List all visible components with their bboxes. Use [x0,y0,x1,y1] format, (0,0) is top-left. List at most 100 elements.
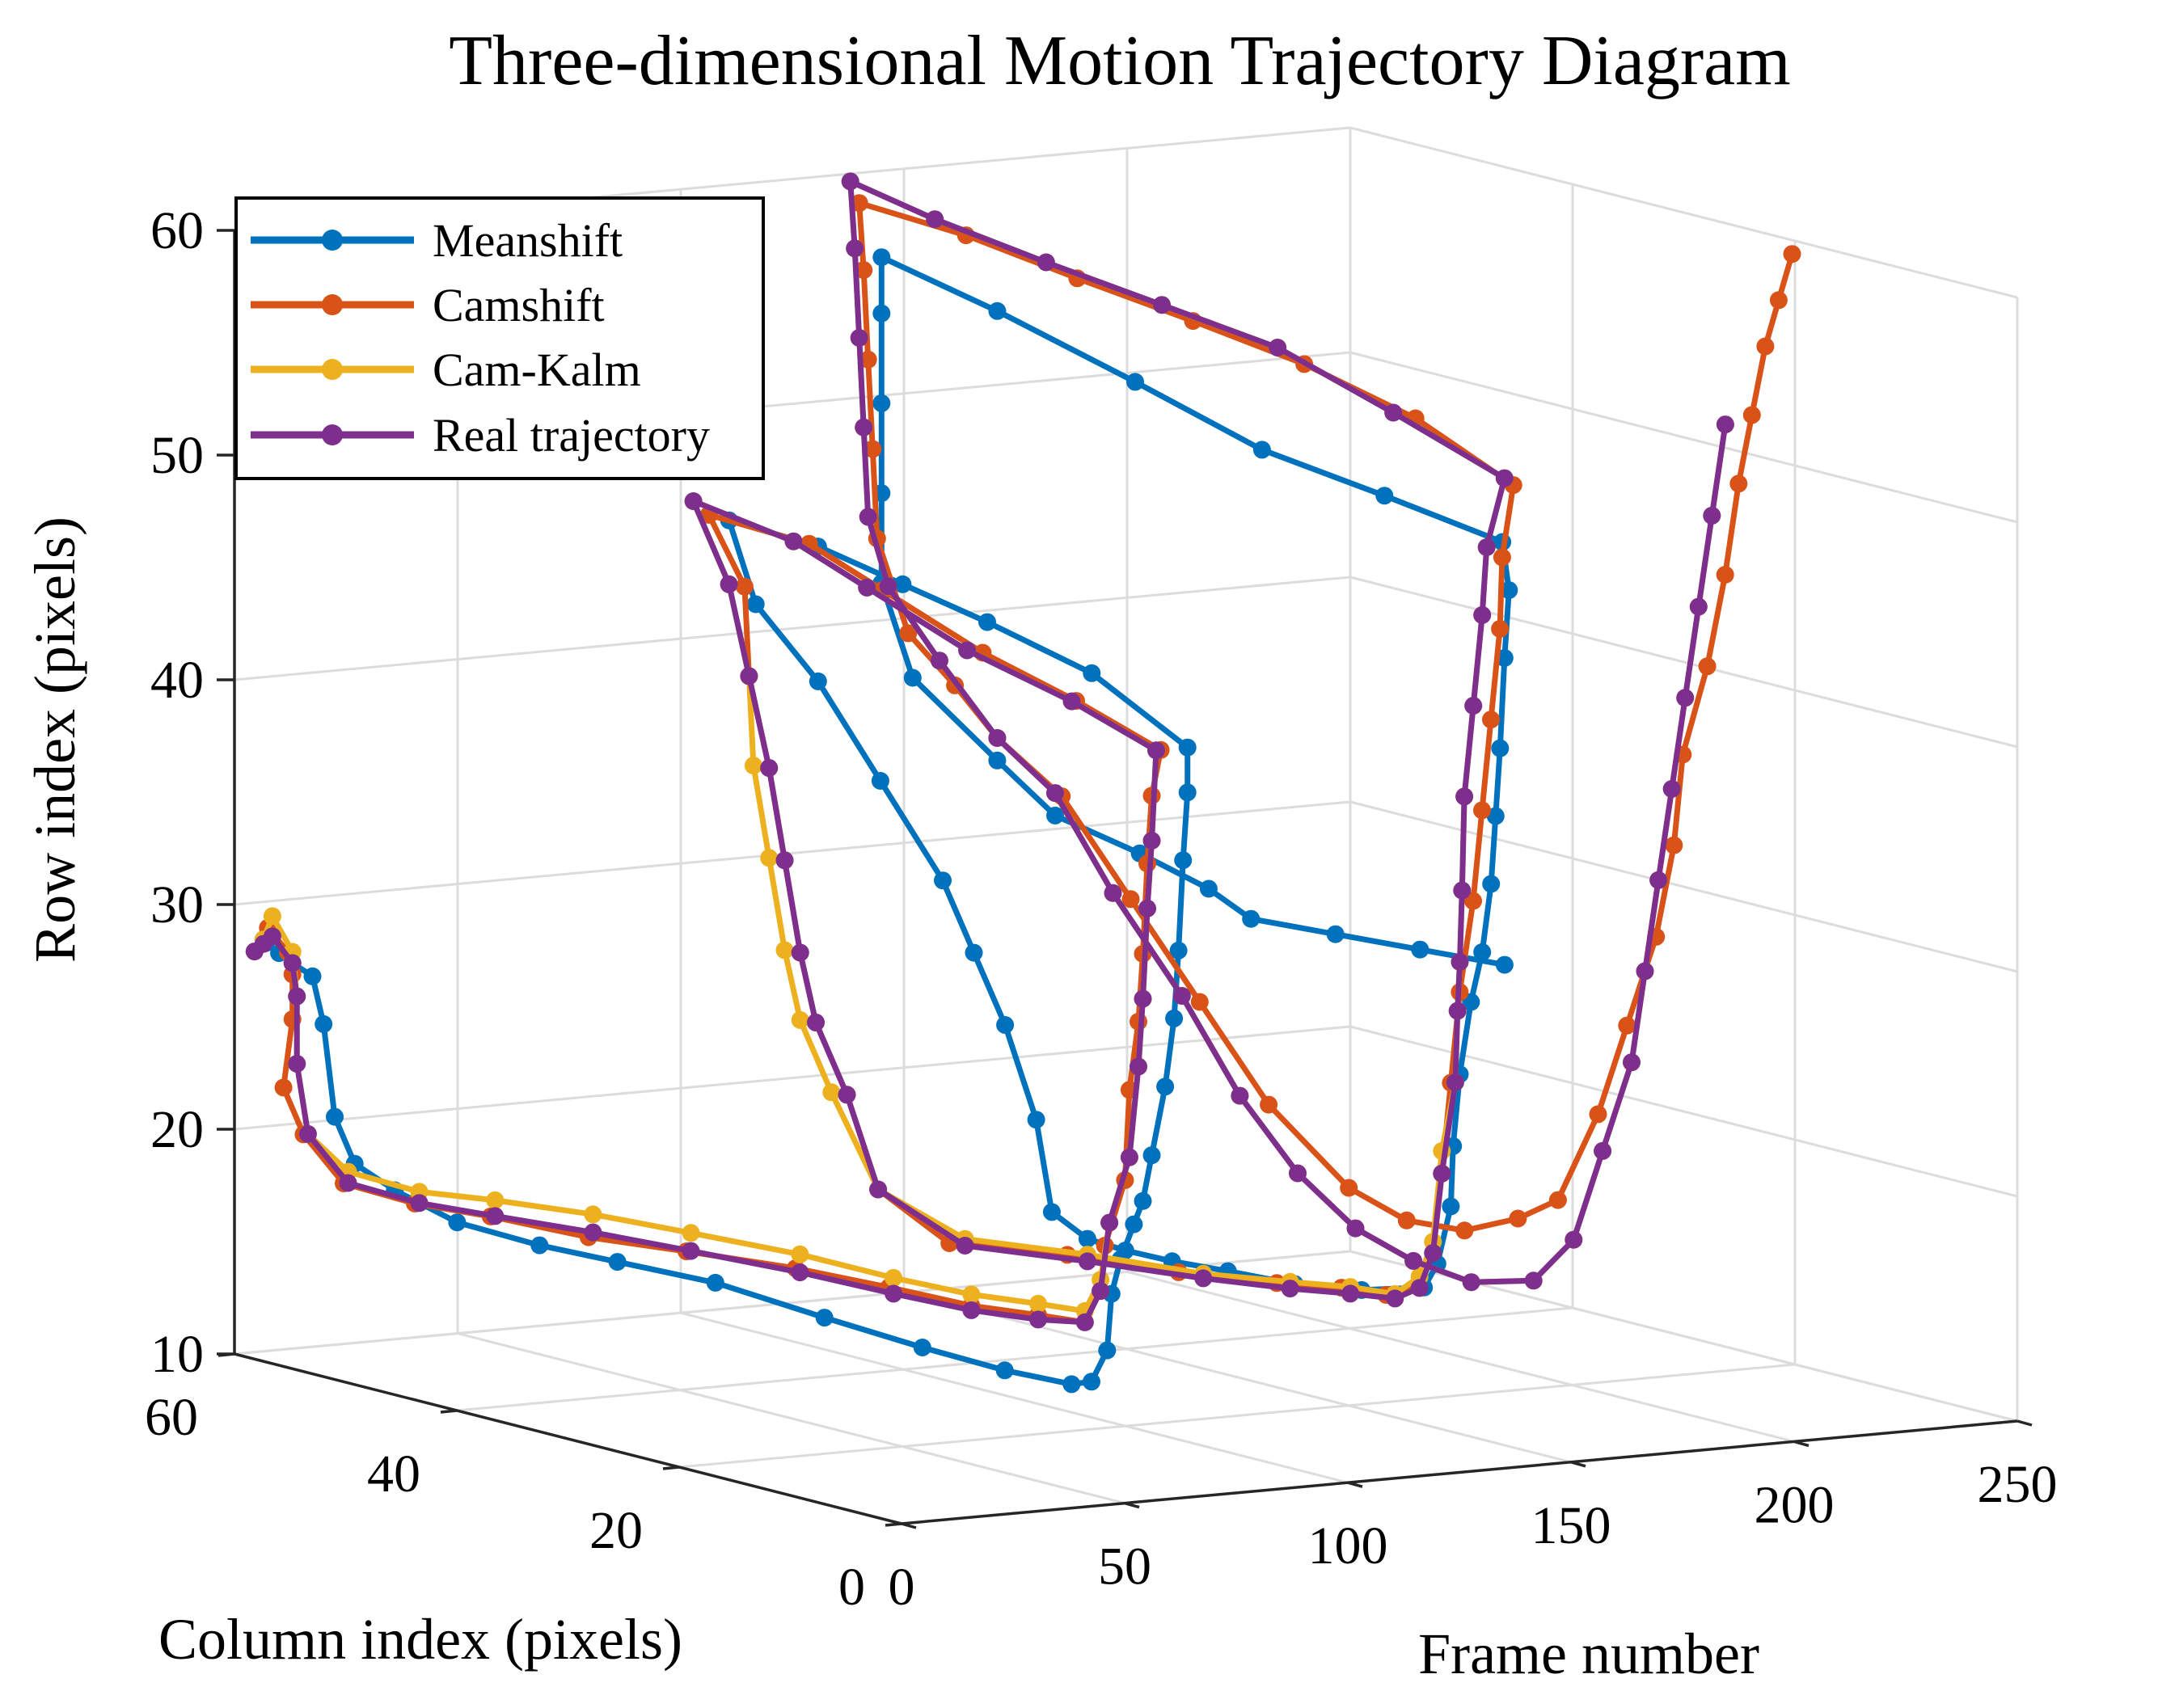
data-point-real-trajectory [1153,296,1171,314]
data-point-camshift [1491,620,1510,638]
data-point-meanshift [1375,487,1394,505]
data-point-real-trajectory [1462,1273,1480,1292]
data-point-real-trajectory [1172,987,1191,1005]
data-point-real-trajectory [775,851,794,870]
data-point-real-trajectory [1676,689,1695,707]
data-point-meanshift [746,595,765,614]
data-point-meanshift [903,668,922,687]
data-point-camshift [864,440,882,458]
data-point-real-trajectory [1269,339,1287,356]
z-tick-label: 50 [150,426,204,485]
data-point-meanshift [1027,1111,1045,1129]
data-point-meanshift [1486,807,1505,825]
data-point-real-trajectory [1703,506,1721,525]
data-point-real-trajectory [962,1301,981,1319]
data-point-meanshift [706,1273,724,1292]
grid-line-floor-y [456,1306,1573,1412]
data-point-camshift [1698,657,1717,676]
data-point-cam-kalm [822,1083,841,1102]
y-axis-line [234,1352,902,1525]
data-point-camshift [1716,566,1734,584]
data-point-real-trajectory [784,532,803,550]
data-point-real-trajectory [1404,1251,1423,1270]
legend-marker-meanshift [322,230,343,251]
y-axis-label: Column index (pixels) [158,1607,682,1672]
data-point-cam-kalm [682,1224,700,1242]
legend-marker-real-trajectory [322,424,343,445]
data-point-real-trajectory [838,1086,856,1104]
data-point-real-trajectory [410,1194,429,1212]
data-point-meanshift [1199,879,1218,898]
y-tick-mark [662,1466,680,1470]
x-tick-label: 250 [1978,1455,2058,1514]
z-tick-label: 60 [150,201,204,260]
x-tick-mark [1793,1440,1809,1448]
y-tick-label: 40 [367,1444,420,1503]
data-point-meanshift [995,1361,1014,1380]
x-tick-mark [2016,1419,2033,1427]
data-point-real-trajectory [879,577,897,596]
grid-line-floor-x [457,1332,1125,1505]
data-point-real-trajectory [926,210,944,229]
data-point-real-trajectory [1384,403,1403,422]
chart-title: Three-dimensional Motion Trajectory Diag… [449,22,1790,100]
data-point-camshift [1121,890,1140,909]
data-point-meanshift [1252,441,1271,459]
z-tick-label: 10 [150,1325,204,1384]
grid-line-floor-x [680,1311,1349,1484]
legend-entry-real-trajectory: Real trajectory [251,409,710,462]
data-point-real-trajectory [486,1207,505,1225]
x-tick-label: 200 [1755,1475,1835,1534]
x-tick-mark [1570,1461,1586,1468]
data-point-camshift [1618,1016,1636,1035]
data-point-camshift [1756,337,1775,356]
data-point-camshift [1464,892,1482,910]
data-point-meanshift [1326,925,1345,943]
data-point-meanshift [988,302,1007,320]
data-point-meanshift [530,1236,549,1255]
data-point-camshift [1769,291,1788,310]
x-tick-mark [1347,1481,1363,1488]
data-point-meanshift [978,613,996,631]
data-point-real-trajectory [283,954,302,972]
data-point-cam-kalm [744,757,762,775]
data-point-meanshift [1142,1146,1161,1165]
x-tick-label: 0 [889,1558,915,1617]
data-point-meanshift [1495,955,1514,974]
data-point-camshift [1455,1221,1474,1240]
data-point-meanshift [809,672,827,690]
data-point-real-trajectory [869,1180,888,1199]
x-tick-label: 100 [1308,1516,1388,1575]
y-tick-label: 20 [589,1501,643,1560]
data-point-meanshift [1098,1341,1117,1360]
data-point-meanshift [303,967,322,985]
legend-label-cam-kalm: Cam-Kalm [433,344,641,396]
data-point-camshift [1589,1105,1607,1124]
data-point-meanshift [965,943,983,962]
data-point-real-trajectory [855,418,873,436]
data-point-meanshift [1491,739,1510,757]
y-tick-label: 0 [838,1558,865,1617]
grid-line-floor-y [678,1363,1796,1469]
data-point-real-trajectory [791,1263,809,1282]
y-tick-label: 60 [145,1388,198,1447]
legend-label-camshift: Camshift [433,279,605,331]
data-point-real-trajectory [1464,697,1483,715]
grid-line-side-z [1349,576,2018,749]
data-point-meanshift [872,248,891,267]
data-point-real-trajectory [1130,1057,1147,1076]
data-point-real-trajectory [1231,1086,1249,1105]
data-point-real-trajectory [791,943,809,962]
data-point-real-trajectory [859,508,877,526]
legend-entry-camshift: Camshift [251,279,605,331]
data-point-camshift [1260,1095,1278,1114]
data-point-real-trajectory [1594,1141,1612,1160]
data-point-real-trajectory [988,729,1007,747]
data-point-real-trajectory [958,641,977,660]
data-point-real-trajectory [740,667,758,685]
data-point-real-trajectory [1662,780,1681,798]
data-point-cam-kalm [486,1191,505,1209]
data-point-camshift [1340,1179,1358,1197]
data-point-real-trajectory [1636,962,1654,981]
